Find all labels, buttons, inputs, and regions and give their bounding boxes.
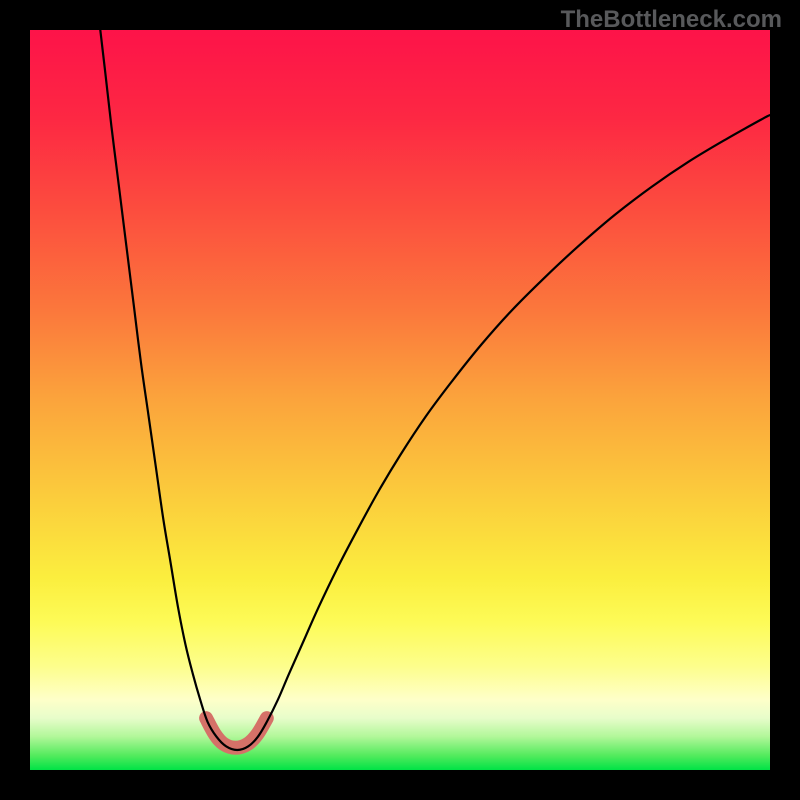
figure-container: TheBottleneck.com (0, 0, 800, 800)
watermark-text: TheBottleneck.com (561, 6, 782, 34)
chart-overlay (0, 0, 800, 800)
bottleneck-curve (100, 30, 770, 750)
bottleneck-highlight (206, 718, 267, 748)
